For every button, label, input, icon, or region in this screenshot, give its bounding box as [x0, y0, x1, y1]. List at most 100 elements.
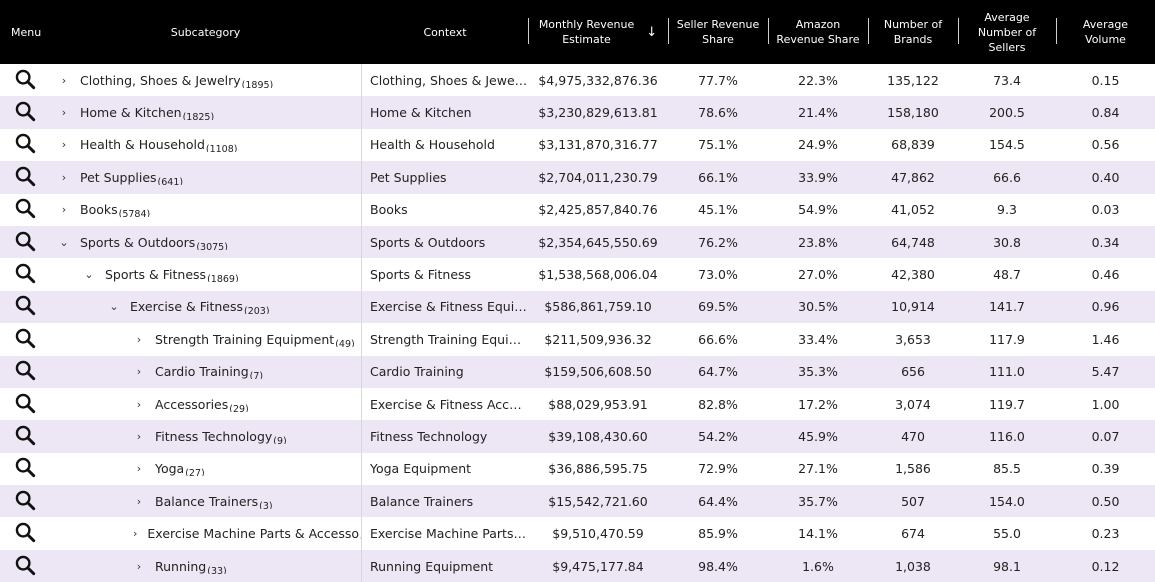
context-text: Home & Kitchen	[370, 105, 472, 121]
subcategory-cell: › Strength Training Equipment (49)	[50, 332, 361, 347]
search-icon[interactable]	[14, 424, 36, 449]
search-icon[interactable]	[14, 327, 36, 352]
chevron-right-icon[interactable]: ›	[136, 494, 142, 508]
subcategory-count: (203)	[244, 306, 270, 315]
header-average-volume[interactable]: Average Volume	[1056, 0, 1155, 64]
subcategory-cell: › Health & Household (1108)	[50, 137, 361, 152]
subcategory-name[interactable]: Health & Household	[80, 137, 205, 153]
subcategory-name[interactable]: Sports & Outdoors	[80, 234, 196, 250]
subcategory-name[interactable]: Fitness Technology	[155, 428, 273, 444]
table-row[interactable]: › Accessories (29) Exercise & Fitness Ac…	[0, 387, 1155, 421]
subcategory-name[interactable]: Pet Supplies	[80, 169, 157, 185]
subcategory-name[interactable]: Balance Trainers	[155, 493, 259, 509]
subcategory-count: (33)	[207, 565, 227, 574]
table-row[interactable]: › Strength Training Equipment (49) Stren…	[0, 323, 1155, 356]
avg-volume-cell: 5.47	[1091, 364, 1120, 380]
subcategory-label-wrap: Sports & Outdoors (3075)	[80, 235, 228, 250]
search-icon[interactable]	[14, 489, 36, 514]
subcategory-name[interactable]: Sports & Fitness	[105, 267, 207, 283]
header-brands-label: Number of Brands	[884, 17, 942, 47]
amazon-share-cell: 35.3%	[798, 364, 838, 380]
chevron-down-icon[interactable]: ⌄	[109, 300, 119, 314]
chevron-down-icon[interactable]: ⌄	[84, 268, 94, 282]
table-row[interactable]: › Clothing, Shoes & Jewelry (1895) Cloth…	[0, 64, 1155, 97]
search-icon[interactable]	[14, 197, 36, 222]
header-seller-revenue-share[interactable]: Seller Revenue Share	[668, 0, 768, 64]
table-row[interactable]: › Fitness Technology (9) Fitness Technol…	[0, 420, 1155, 453]
search-icon[interactable]	[14, 165, 36, 190]
table-row[interactable]: › Health & Household (1108) Health & Hou…	[0, 128, 1155, 162]
search-icon[interactable]	[14, 230, 36, 255]
amazon-share-cell: 17.2%	[798, 396, 838, 412]
amazon-share-cell: 22.3%	[798, 72, 838, 88]
table-row[interactable]: › Running (33) Running Equipment $9,475,…	[0, 549, 1155, 582]
chevron-right-icon[interactable]: ›	[136, 365, 142, 379]
chevron-right-icon[interactable]: ›	[61, 170, 67, 184]
chevron-right-icon[interactable]: ›	[61, 73, 67, 87]
search-icon[interactable]	[14, 456, 36, 481]
subcategory-name[interactable]: Strength Training Equipment	[155, 331, 335, 347]
search-icon[interactable]	[14, 554, 36, 579]
header-monthly-revenue[interactable]: Monthly Revenue Estimate ↓	[528, 0, 668, 64]
subcategory-cell: › Running (33)	[50, 559, 361, 574]
search-icon[interactable]	[14, 521, 36, 546]
chevron-down-icon[interactable]: ⌄	[59, 235, 69, 249]
subcategory-cell: › Books (5784)	[50, 202, 361, 217]
search-icon[interactable]	[14, 132, 36, 157]
chevron-right-icon[interactable]: ›	[136, 429, 142, 443]
subcategory-name[interactable]: Accessories	[155, 396, 229, 412]
sort-descending-icon[interactable]: ↓	[646, 24, 658, 40]
search-icon[interactable]	[14, 392, 36, 417]
table-row[interactable]: ⌄ Exercise & Fitness (203) Exercise & Fi…	[0, 290, 1155, 324]
search-icon[interactable]	[14, 68, 36, 93]
subcategory-name[interactable]: Exercise Machine Parts & Accesso	[147, 526, 360, 542]
search-icon[interactable]	[14, 294, 36, 319]
subcategory-name[interactable]: Yoga	[155, 461, 185, 477]
subcategory-name[interactable]: Clothing, Shoes & Jewelry	[80, 72, 241, 88]
chevron-right-icon[interactable]: ›	[61, 203, 67, 217]
header-subcategory[interactable]: Subcategory	[50, 0, 361, 64]
context-text: Exercise & Fitness Equipment	[370, 299, 528, 315]
subcategory-count: (5784)	[118, 209, 151, 218]
header-menu[interactable]: Menu	[0, 0, 50, 64]
header-context[interactable]: Context	[361, 0, 528, 64]
subcategory-name[interactable]: Exercise & Fitness	[130, 299, 244, 315]
table-row[interactable]: › Yoga (27) Yoga Equipment $36,886,595.7…	[0, 452, 1155, 486]
context-cell: Sports & Outdoors	[361, 225, 528, 259]
header-average-number-of-sellers[interactable]: Average Number of Sellers	[958, 0, 1056, 64]
seller-share-cell: 66.1%	[698, 169, 738, 185]
table-row[interactable]: ⌄ Sports & Outdoors (3075) Sports & Outd…	[0, 225, 1155, 259]
header-label-line: Estimate	[562, 33, 611, 46]
search-icon[interactable]	[14, 262, 36, 287]
subcategory-name[interactable]: Home & Kitchen	[80, 105, 182, 121]
subcategory-name[interactable]: Cardio Training	[155, 364, 249, 380]
subcategory-name[interactable]: Running	[155, 558, 207, 574]
chevron-right-icon[interactable]: ›	[61, 138, 67, 152]
search-icon[interactable]	[14, 100, 36, 125]
table-row[interactable]: › Cardio Training (7) Cardio Training $1…	[0, 355, 1155, 388]
search-icon[interactable]	[14, 359, 36, 384]
chevron-right-icon[interactable]: ›	[61, 106, 67, 120]
subcategory-name[interactable]: Books	[80, 202, 118, 218]
seller-share-cell: 75.1%	[698, 137, 738, 153]
header-amazon-revenue-share[interactable]: Amazon Revenue Share	[768, 0, 868, 64]
avg-sellers-cell: 66.6	[993, 169, 1021, 185]
chevron-right-icon[interactable]: ›	[136, 332, 142, 346]
context-cell: Balance Trainers	[361, 485, 528, 518]
chevron-right-icon[interactable]: ›	[133, 527, 138, 541]
context-text: Exercise & Fitness Accessori...	[370, 396, 528, 412]
table-row[interactable]: › Balance Trainers (3) Balance Trainers …	[0, 485, 1155, 518]
header-number-of-brands[interactable]: Number of Brands	[868, 0, 958, 64]
table-row[interactable]: › Home & Kitchen (1825) Home & Kitchen $…	[0, 96, 1155, 129]
subcategory-label-wrap: Cardio Training (7)	[155, 364, 263, 379]
chevron-right-icon[interactable]: ›	[136, 462, 142, 476]
table-row[interactable]: › Exercise Machine Parts & Accesso (7) E…	[0, 517, 1155, 550]
subcategory-count: (641)	[157, 176, 184, 185]
table-row[interactable]: › Books (5784) Books $2,425,857,840.76 4…	[0, 193, 1155, 226]
table-row[interactable]: ⌄ Sports & Fitness (1869) Sports & Fitne…	[0, 258, 1155, 291]
chevron-right-icon[interactable]: ›	[136, 397, 142, 411]
seller-share-cell: 45.1%	[698, 202, 738, 218]
chevron-right-icon[interactable]: ›	[136, 559, 142, 573]
table-row[interactable]: › Pet Supplies (641) Pet Supplies $2,704…	[0, 161, 1155, 194]
brands-cell: 507	[901, 493, 925, 509]
